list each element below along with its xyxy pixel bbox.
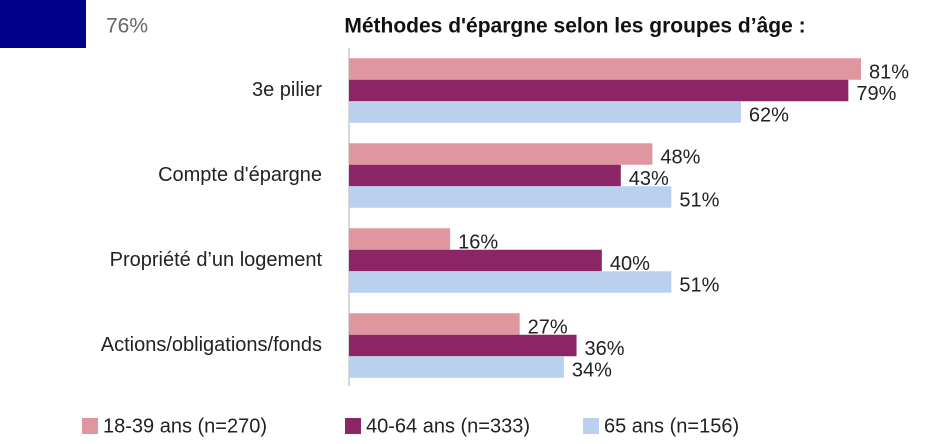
swatch [0,0,86,48]
bar [349,356,564,378]
bar [349,249,602,272]
y-tick-label: 3e pilier [252,79,322,101]
bar [349,79,849,102]
bar [349,186,672,208]
bar [349,271,672,293]
value-label: 79% [856,83,896,105]
bar [349,334,577,357]
bar [349,228,451,250]
value-label: 62% [749,104,789,126]
value-label: 16% [458,231,498,253]
bar [349,58,861,80]
value-label: 40% [610,253,650,275]
legend-label: 40-64 ans (n=333) [366,415,530,437]
bar [349,143,653,165]
bar [349,164,621,187]
legend-swatch [82,418,98,434]
value-label: 36% [585,338,625,360]
legend-label: 18-39 ans (n=270) [103,415,267,437]
value-label: 27% [528,316,568,338]
legend-swatch [345,418,361,434]
value-label: 48% [660,146,700,168]
bar [349,101,741,123]
annotation: 76% [106,15,148,38]
y-tick-label: Compte d'épargne [158,164,322,186]
value-label: 81% [869,61,909,83]
chart-title: Méthodes d'épargne selon les groupes d’â… [344,15,805,38]
value-label: 51% [679,189,719,211]
legend-swatch [583,418,599,434]
legend-label: 65 ans (n=156) [604,415,739,437]
y-tick-label: Actions/obligations/fonds [101,334,322,356]
value-label: 34% [572,359,612,381]
value-label: 43% [629,168,669,190]
bar [349,313,520,335]
y-tick-label: Propriété d’un logement [110,249,323,271]
value-label: 51% [679,274,719,296]
